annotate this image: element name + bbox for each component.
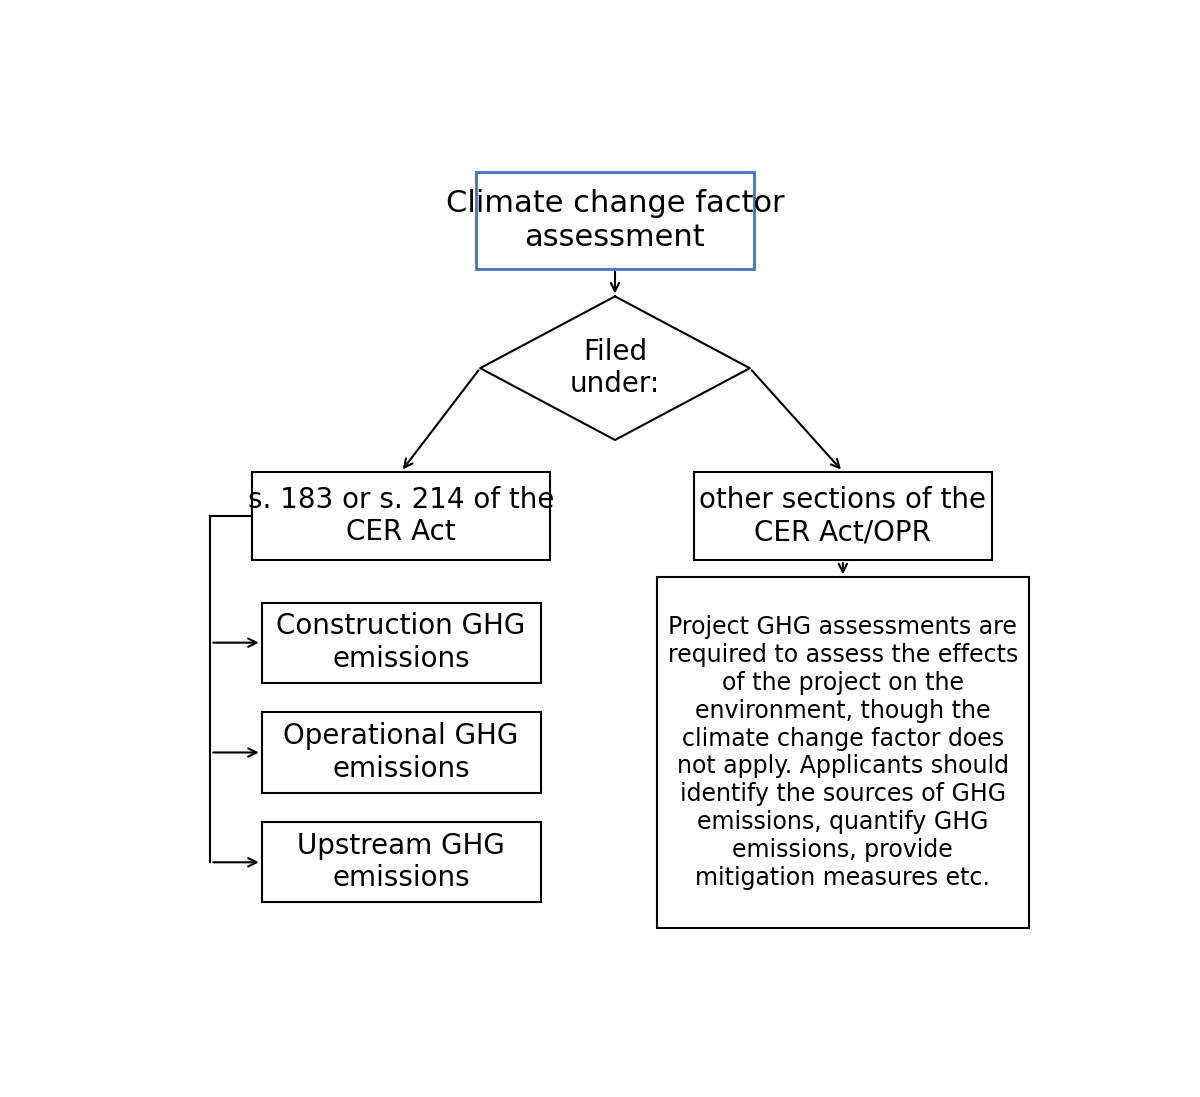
Text: Upstream GHG
emissions: Upstream GHG emissions — [298, 833, 505, 893]
FancyBboxPatch shape — [262, 602, 541, 682]
Text: Construction GHG
emissions: Construction GHG emissions — [276, 612, 526, 672]
Text: other sections of the
CER Act/OPR: other sections of the CER Act/OPR — [700, 486, 986, 546]
Text: s. 183 or s. 214 of the
CER Act: s. 183 or s. 214 of the CER Act — [248, 486, 554, 546]
FancyBboxPatch shape — [262, 712, 541, 793]
Polygon shape — [480, 296, 750, 440]
FancyBboxPatch shape — [475, 172, 755, 269]
Text: Climate change factor
assessment: Climate change factor assessment — [445, 189, 785, 251]
Text: Filed
under:: Filed under: — [570, 338, 660, 398]
FancyBboxPatch shape — [656, 577, 1028, 928]
Text: Project GHG assessments are
required to assess the effects
of the project on the: Project GHG assessments are required to … — [667, 615, 1018, 890]
FancyBboxPatch shape — [694, 472, 991, 561]
Text: Operational GHG
emissions: Operational GHG emissions — [283, 722, 518, 782]
FancyBboxPatch shape — [262, 822, 541, 903]
FancyBboxPatch shape — [252, 472, 550, 561]
